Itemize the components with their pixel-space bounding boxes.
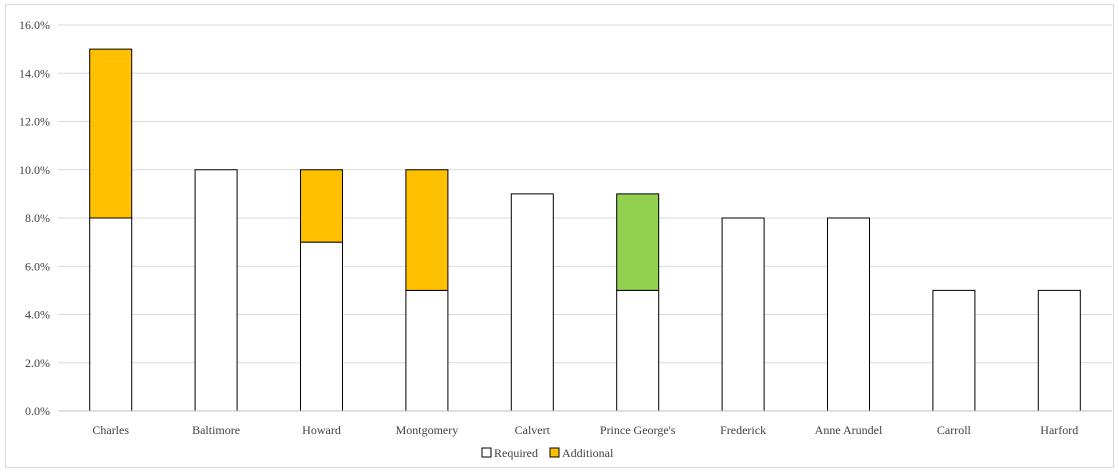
bar-required-montgomery (405, 289, 449, 412)
bar-additional-montgomery (405, 169, 449, 291)
legend-label-additional: Additional (562, 446, 614, 460)
y-axis-ticks: 0.0% 2.0% 4.0% 6.0% 8.0% 10.0% 12.0% 14.0% 16.0% (19, 18, 50, 418)
category-label: Baltimore (192, 423, 240, 437)
legend-label-required: Required (494, 446, 538, 460)
bar-required-baltimore (194, 169, 238, 412)
legend-swatch-required (481, 447, 492, 458)
bar-required-harford (1037, 289, 1081, 412)
bars (89, 48, 1081, 412)
category-label: Charles (92, 423, 129, 437)
y-tick-label: 6.0% (25, 259, 50, 273)
y-tick-label: 12.0% (19, 115, 50, 129)
bar-additional-prince-george-s (616, 193, 660, 291)
y-tick-label: 0.0% (25, 404, 50, 418)
legend-swatch-additional (549, 447, 560, 458)
y-tick-label: 10.0% (19, 163, 50, 177)
category-labels: Charles Baltimore Howard Montgomery Calvert P… (92, 423, 1078, 437)
y-tick-label: 8.0% (25, 211, 50, 225)
category-label: Calvert (515, 423, 551, 437)
bar-additional-howard (300, 169, 343, 243)
bar-required-anne-arundel (827, 217, 870, 412)
y-tick-label: 4.0% (25, 308, 50, 322)
bar-additional-charles (89, 48, 133, 219)
bar-required-frederick (721, 217, 765, 412)
bar-required-howard (300, 241, 343, 412)
bar-required-carroll (932, 289, 976, 412)
y-tick-label: 2.0% (25, 356, 50, 370)
chart-frame (5, 4, 1114, 468)
legend: Required Additional (481, 446, 614, 460)
category-label: Carroll (937, 423, 972, 437)
bar-required-charles (89, 217, 133, 412)
category-label: Frederick (720, 423, 766, 437)
bar-required-calvert (510, 193, 554, 412)
category-label: Harford (1040, 423, 1078, 437)
category-label: Anne Arundel (815, 423, 883, 437)
category-label: Howard (302, 423, 341, 437)
bar-required-prince-george-s (616, 289, 660, 412)
y-tick-label: 14.0% (19, 66, 50, 80)
category-label: Prince George's (600, 423, 676, 437)
y-tick-label: 16.0% (19, 18, 50, 32)
category-label: Montgomery (396, 423, 459, 437)
